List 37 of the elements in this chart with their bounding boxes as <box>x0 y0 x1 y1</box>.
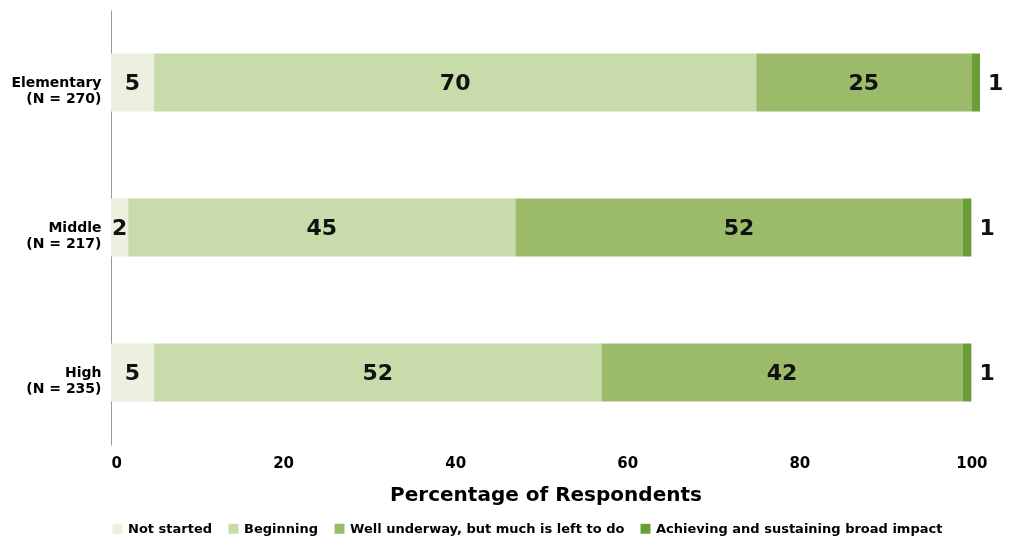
data-label: 70 <box>439 69 471 95</box>
legend-label: Beginning <box>244 520 319 536</box>
x-tick-label: 80 <box>789 453 811 472</box>
data-label: 2 <box>111 214 128 240</box>
bar <box>154 343 602 402</box>
data-label: 5 <box>124 359 141 385</box>
x-tick-label: 0 <box>111 453 122 472</box>
data-label: 52 <box>723 214 755 240</box>
data-label: 45 <box>306 214 338 240</box>
bar <box>962 198 972 257</box>
data-label: 42 <box>766 359 798 385</box>
legend-label: Not started <box>128 520 213 536</box>
bar <box>111 53 155 112</box>
bar <box>515 198 963 257</box>
y-tick-label: High (N = 235) <box>26 363 102 396</box>
bar <box>971 53 980 112</box>
x-tick-label: 20 <box>273 453 295 472</box>
data-label: 5 <box>124 69 141 95</box>
bar <box>601 343 963 402</box>
x-tick-label: 40 <box>445 453 467 472</box>
data-label: 1 <box>979 359 995 385</box>
x-axis-title: Percentage of Respondents <box>390 481 702 506</box>
y-tick-label: Middle (N = 217) <box>26 218 102 251</box>
data-label: 1 <box>988 69 1004 95</box>
data-label: 52 <box>362 359 394 385</box>
x-tick-label: 60 <box>617 453 639 472</box>
bar <box>111 343 155 402</box>
bar <box>154 53 757 112</box>
x-tick-label: 100 <box>956 453 988 472</box>
legend-label: Achieving and sustaining broad impact <box>656 520 943 536</box>
y-tick-label: Elementary (N = 270) <box>11 73 102 106</box>
bar <box>962 343 972 402</box>
legend-label: Well underway, but much is left to do <box>350 520 625 536</box>
bar <box>128 198 516 257</box>
bar <box>756 53 972 112</box>
data-label: 1 <box>979 214 995 240</box>
data-label: 25 <box>848 69 880 95</box>
